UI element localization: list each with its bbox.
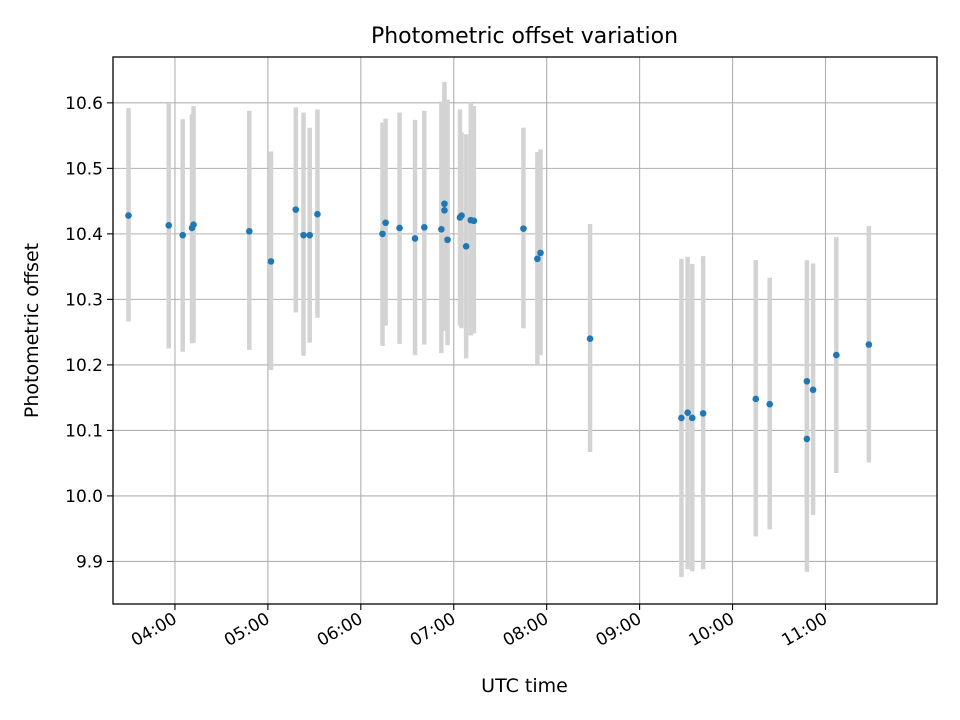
- y-tick-label: 10.6: [65, 94, 103, 114]
- y-tick-label: 10.5: [65, 159, 103, 179]
- data-point: [300, 231, 307, 239]
- data-point: [306, 231, 314, 239]
- data-point: [125, 212, 132, 219]
- data-point: [441, 200, 448, 208]
- data-point: [462, 243, 470, 250]
- data-point: [267, 258, 275, 265]
- data-point: [438, 225, 445, 233]
- data-point: [699, 410, 707, 417]
- data-point: [537, 249, 544, 257]
- data-points: [125, 200, 873, 443]
- data-point: [179, 231, 186, 239]
- y-tick-label: 9.9: [76, 552, 103, 572]
- data-point: [586, 335, 594, 342]
- data-point: [684, 409, 691, 417]
- data-point: [766, 400, 774, 408]
- data-point: [458, 212, 465, 219]
- data-point: [379, 230, 386, 238]
- y-tick-label: 10.4: [65, 225, 103, 245]
- x-axis-label: UTC time: [481, 675, 568, 697]
- data-point: [165, 222, 173, 229]
- data-point: [411, 235, 419, 242]
- data-point: [865, 341, 873, 348]
- data-point: [809, 386, 817, 394]
- y-tick-label: 10.3: [65, 290, 103, 310]
- data-point: [803, 377, 811, 385]
- data-point: [534, 255, 541, 263]
- data-point: [752, 395, 760, 403]
- data-point: [292, 206, 300, 213]
- data-point: [421, 224, 428, 231]
- data-point: [520, 225, 527, 232]
- y-axis: 9.9 10.0 10.1 10.2 10.3 10.4 10.5 10.6: [65, 94, 113, 572]
- y-tick-label: 10.0: [65, 487, 103, 507]
- y-tick-label: 10.2: [65, 356, 103, 376]
- data-point: [688, 414, 696, 422]
- data-point: [396, 224, 403, 232]
- data-point: [444, 236, 451, 244]
- data-point: [314, 210, 321, 218]
- data-point: [803, 435, 811, 443]
- data-point: [678, 414, 685, 422]
- data-point: [833, 351, 840, 359]
- data-point: [441, 206, 448, 214]
- y-axis-label: Photometric offset: [21, 243, 43, 418]
- data-point: [246, 227, 253, 235]
- y-tick-label: 10.1: [65, 421, 103, 441]
- plot-area-frame: [112, 56, 938, 605]
- data-point: [470, 217, 478, 225]
- data-point: [190, 221, 197, 229]
- data-point: [382, 219, 389, 227]
- chart-title: Photometric offset variation: [371, 24, 678, 49]
